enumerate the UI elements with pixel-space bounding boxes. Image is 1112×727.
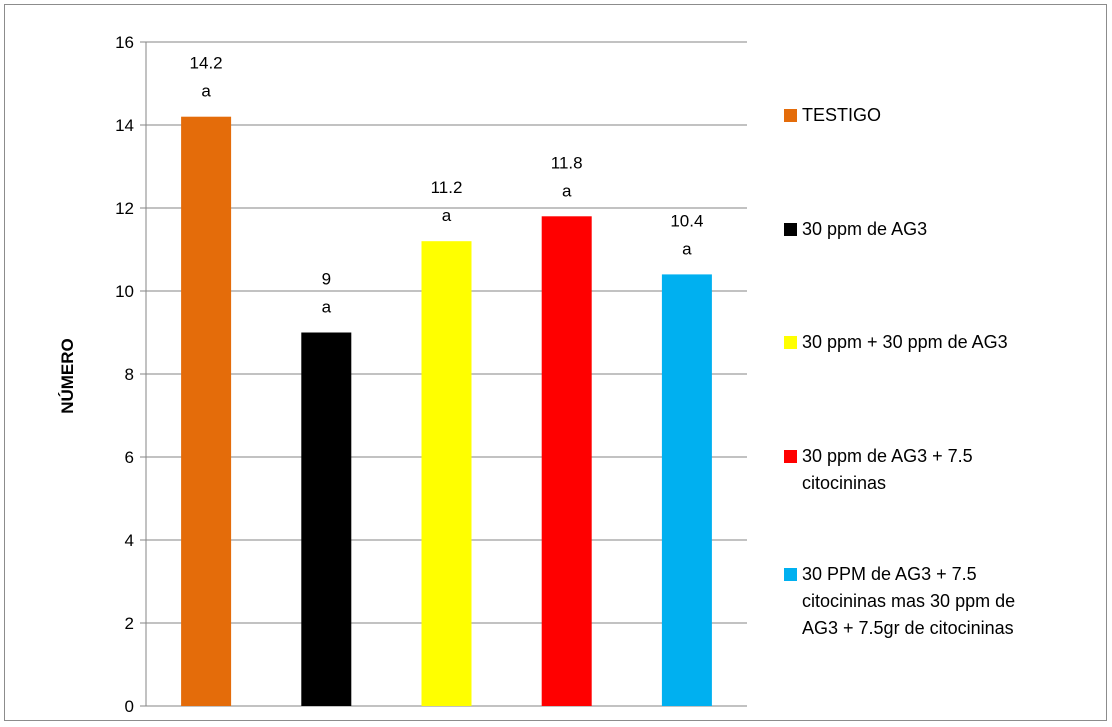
y-tick-label: 6: [125, 448, 134, 467]
y-tick-label: 4: [125, 531, 134, 550]
legend-label: 30 ppm de AG3: [802, 219, 927, 239]
bar: [181, 116, 232, 706]
y-tick-label: 0: [125, 697, 134, 716]
bar-significance-letter: a: [562, 181, 572, 200]
y-tick-label: 12: [115, 199, 134, 218]
y-tick-label: 16: [115, 33, 134, 52]
legend: TESTIGO 30 ppm de AG3 30 ppm + 30 ppm de A…: [784, 105, 1015, 638]
legend-label: 30 ppm + 30 ppm de AG3: [802, 332, 1008, 352]
y-axis-label: NÚMERO: [58, 338, 77, 414]
data-labels: 14.2 a 9 a 11.2 a 11.8 a 10.4 a: [190, 54, 704, 317]
y-tick-label: 2: [125, 614, 134, 633]
bar-chart: 0 2 4 6 8 10 12 14 16 14.2 a 9 a 11.2 a 11.8 a 10.4 a NÚM…: [58, 33, 1015, 716]
bar-value-label: 10.4: [670, 211, 703, 230]
y-tick-label: 14: [115, 116, 134, 135]
legend-label: citocininas: [802, 473, 886, 493]
bar-value-label: 14.2: [190, 54, 223, 73]
bars: [181, 116, 712, 707]
bar-significance-letter: a: [322, 298, 332, 317]
legend-swatch: [784, 109, 797, 122]
bar-significance-letter: a: [442, 206, 452, 225]
legend-swatch: [784, 568, 797, 581]
bar: [421, 241, 472, 706]
bar: [661, 274, 712, 706]
legend-label: citocininas mas 30 ppm de: [802, 591, 1015, 611]
bar-significance-letter: a: [682, 239, 692, 258]
legend-swatch: [784, 223, 797, 236]
bar: [301, 332, 352, 706]
bar-value-label: 11.2: [431, 178, 463, 197]
legend-label: AG3 + 7.5gr de citocininas: [802, 618, 1014, 638]
y-tick-label: 8: [125, 365, 134, 384]
legend-label: 30 PPM de AG3 + 7.5: [802, 564, 977, 584]
chart-frame: 0 2 4 6 8 10 12 14 16 14.2 a 9 a 11.2 a 11.8 a 10.4 a NÚM…: [4, 4, 1107, 721]
y-tick-label: 10: [115, 282, 134, 301]
legend-swatch: [784, 450, 797, 463]
bar-value-label: 11.8: [551, 153, 583, 172]
legend-label: TESTIGO: [802, 105, 881, 125]
bar-value-label: 9: [322, 270, 331, 289]
bar: [541, 216, 592, 707]
legend-label: 30 ppm de AG3 + 7.5: [802, 446, 973, 466]
y-axis: 0 2 4 6 8 10 12 14 16: [115, 33, 147, 716]
legend-swatch: [784, 336, 797, 349]
bar-significance-letter: a: [201, 82, 211, 101]
